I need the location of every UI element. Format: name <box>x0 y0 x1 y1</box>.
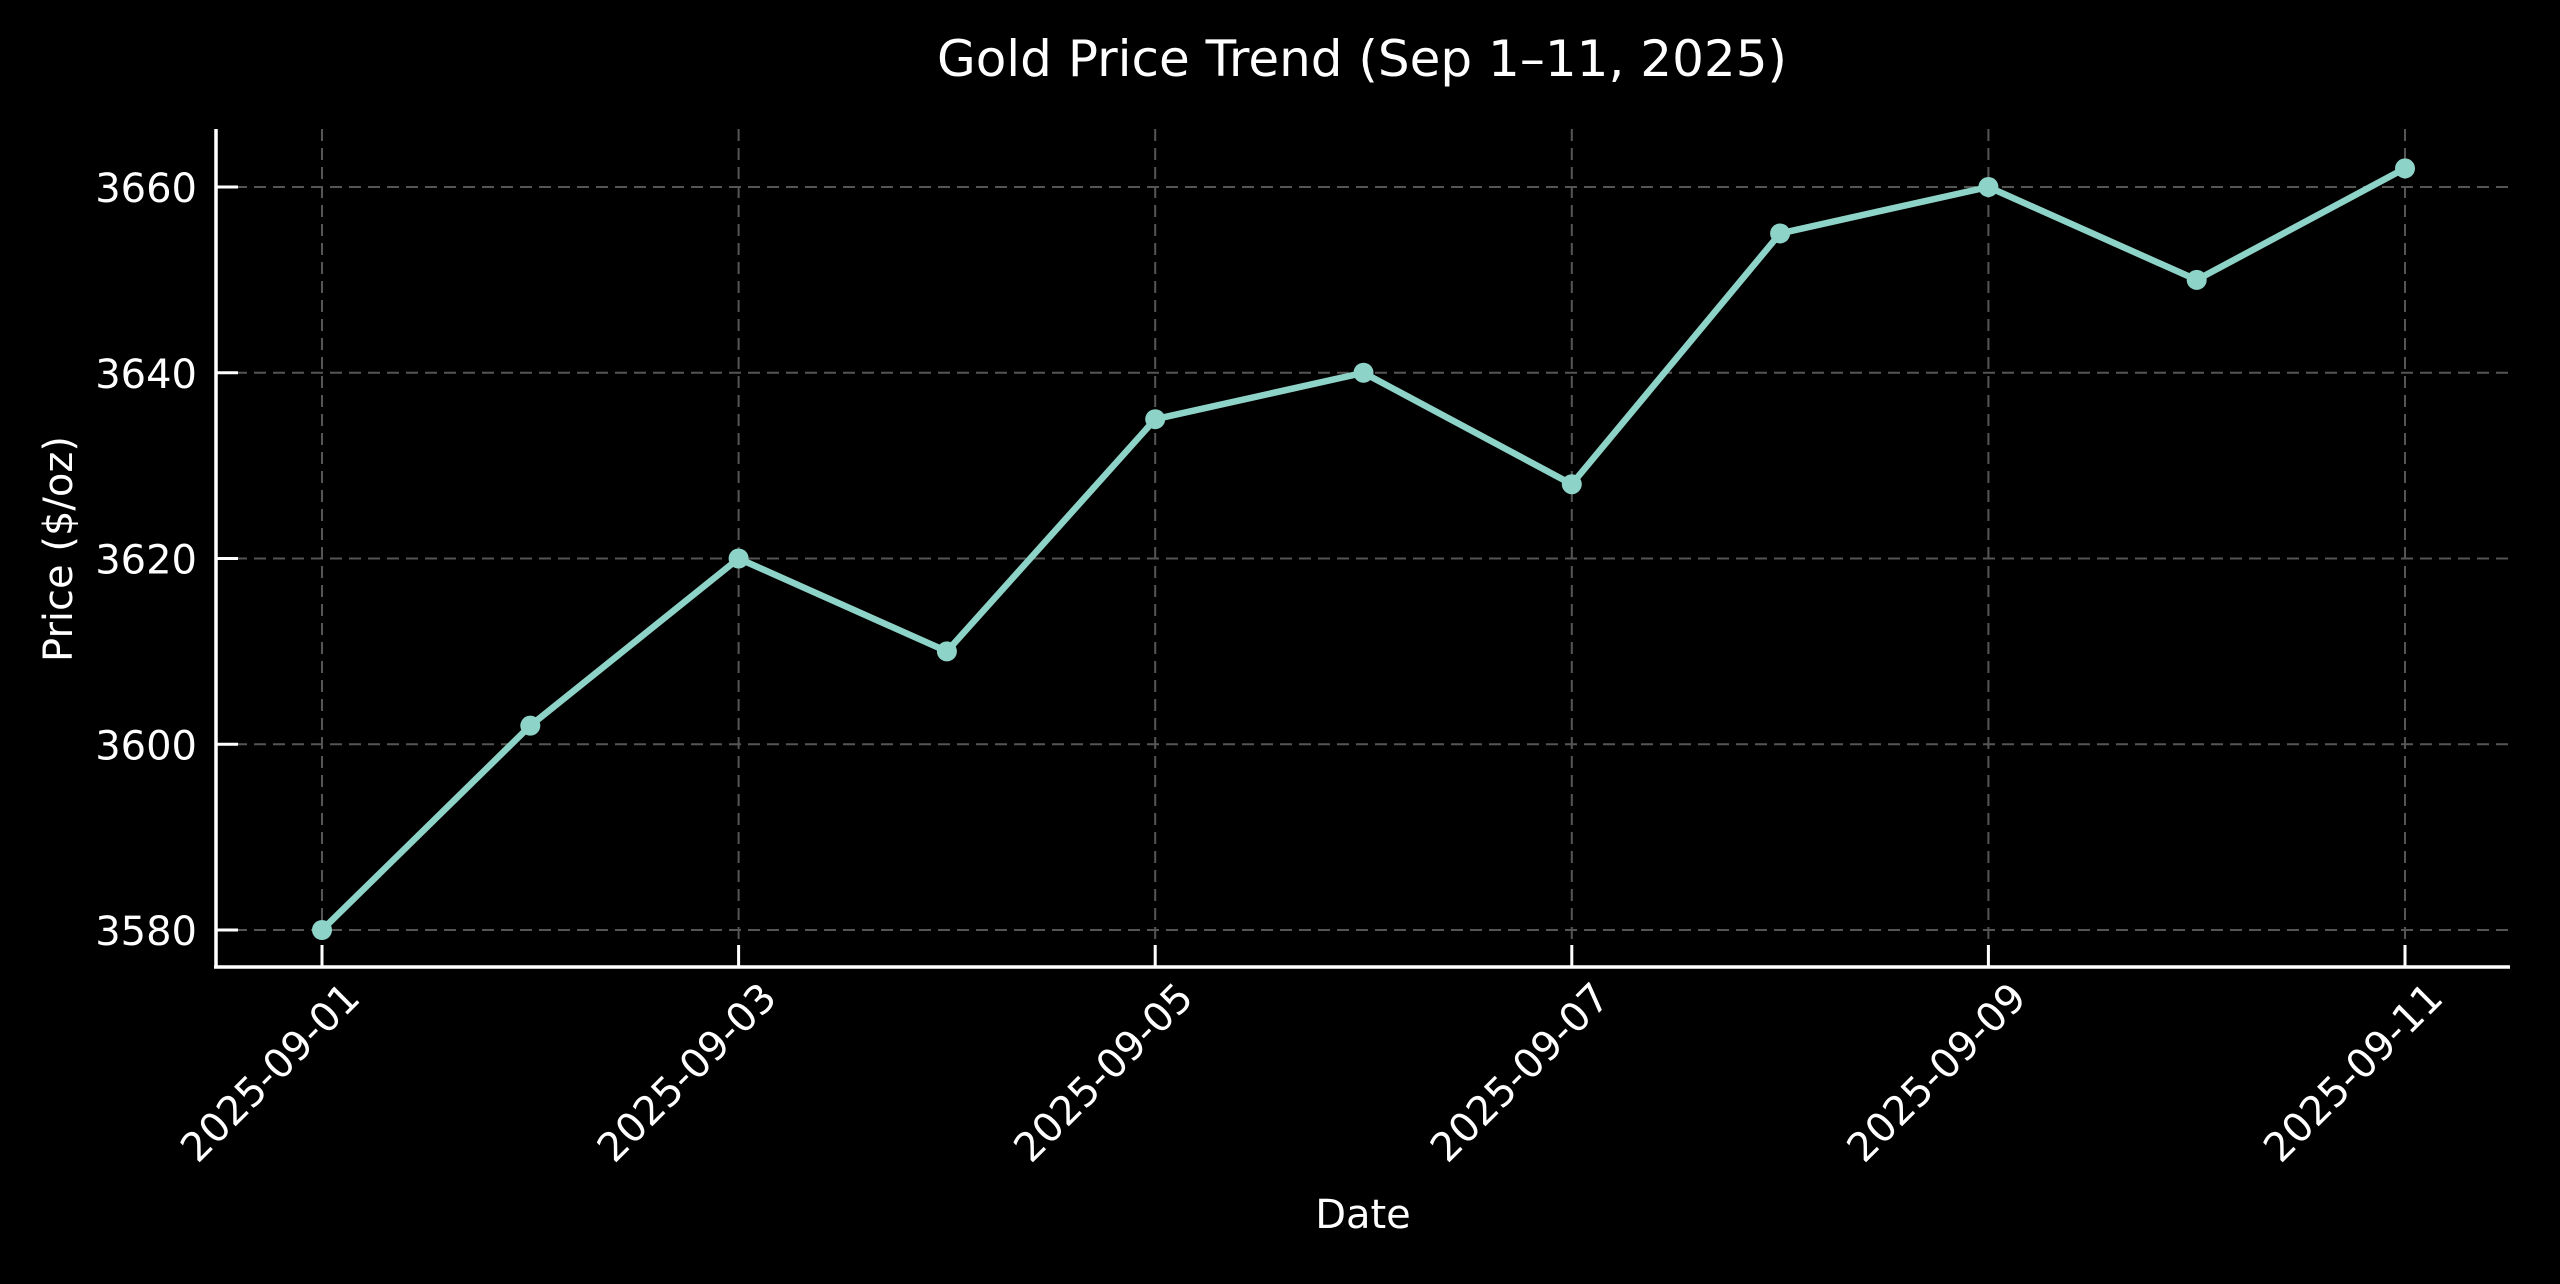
data-point-marker <box>1353 362 1374 383</box>
y-axis-label: Price ($/oz) <box>36 436 82 662</box>
data-point-marker <box>520 715 541 736</box>
data-point-marker <box>728 548 749 569</box>
y-axis-ticks: 3580 3600 3620 3640 3660 <box>95 166 238 955</box>
x-axis-label: Date <box>1315 1192 1411 1238</box>
horizontal-gridlines <box>216 186 2510 931</box>
y-tick-label: 3660 <box>95 166 197 212</box>
data-point-marker <box>936 641 957 662</box>
y-tick-label: 3600 <box>95 723 197 769</box>
price-series <box>312 158 2415 940</box>
data-point-marker <box>312 920 332 940</box>
data-point-marker <box>1978 177 1999 197</box>
y-tick-label: 3580 <box>95 909 197 955</box>
data-point-marker <box>1145 409 1166 430</box>
data-point-marker <box>1561 474 1582 495</box>
data-point-marker <box>1770 223 1791 244</box>
chart-title: Gold Price Trend (Sep 1–11, 2025) <box>937 30 1787 88</box>
data-point-marker <box>2395 158 2415 179</box>
y-tick-label: 3620 <box>95 538 197 584</box>
y-tick-label: 3640 <box>95 352 197 398</box>
price-markers <box>312 158 2415 940</box>
axes-spines <box>214 129 2510 969</box>
data-point-marker <box>2186 269 2207 290</box>
vertical-gridlines <box>321 129 2406 967</box>
